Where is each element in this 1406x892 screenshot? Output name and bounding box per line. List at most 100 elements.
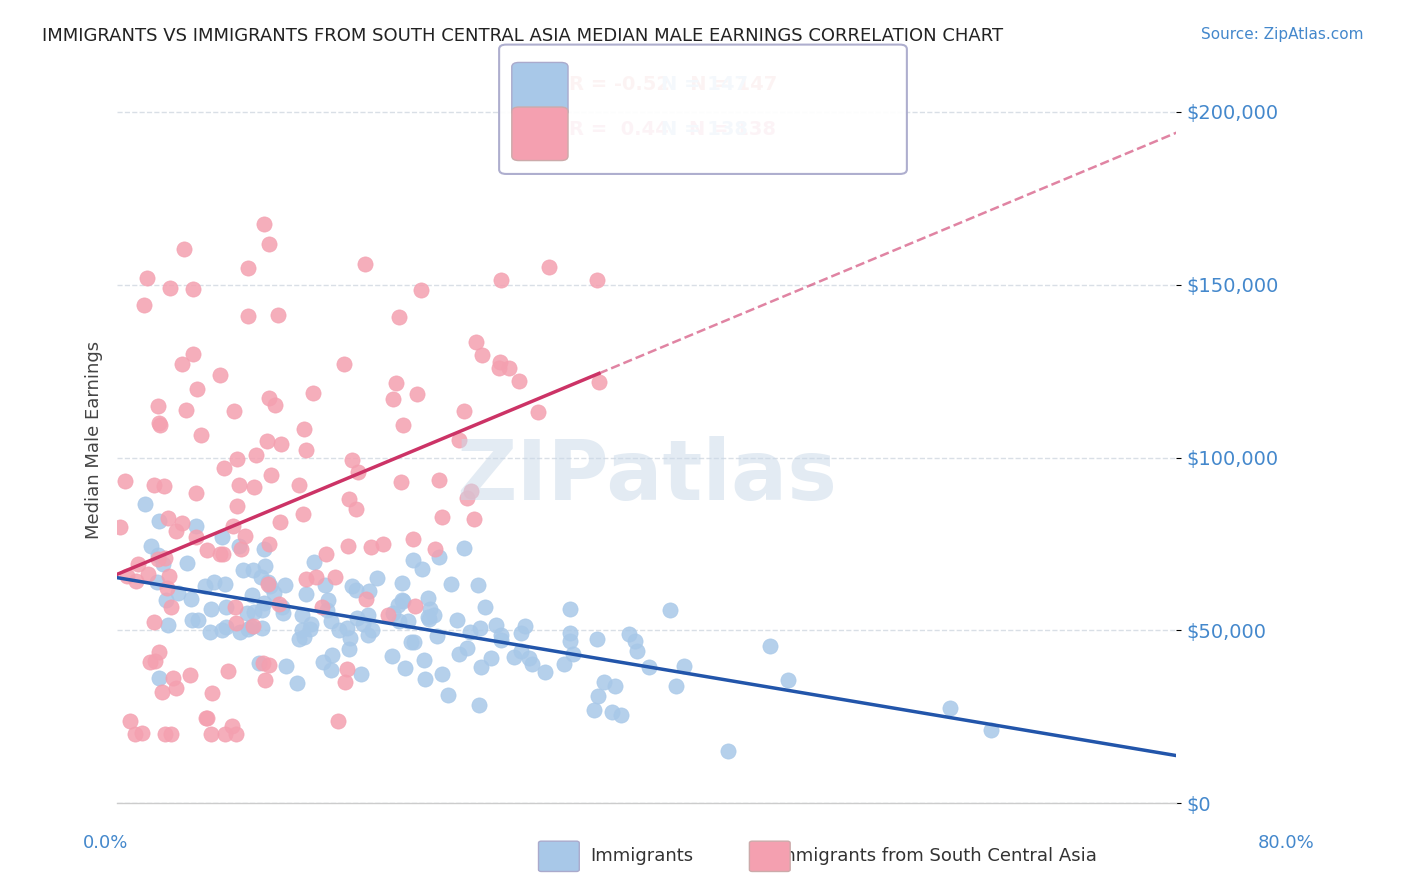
Point: [120, 714, 142, 728]
Point: [437, 688, 460, 702]
Point: [778, 673, 800, 687]
Point: [150, 685, 173, 699]
Point: [136, 271, 159, 285]
Point: [610, 707, 633, 722]
Text: Source: ZipAtlas.com: Source: ZipAtlas.com: [1201, 27, 1364, 42]
Point: [325, 570, 347, 584]
Point: [302, 556, 325, 570]
Point: [228, 539, 250, 553]
Point: [371, 537, 394, 551]
Point: [153, 551, 176, 566]
Point: [125, 574, 148, 588]
Point: [292, 507, 315, 521]
Point: [392, 594, 415, 608]
Point: [229, 624, 252, 639]
Point: [190, 428, 212, 442]
Point: [156, 581, 179, 595]
Point: [250, 602, 273, 616]
Point: [253, 673, 276, 687]
Text: Immigrants: Immigrants: [591, 847, 693, 865]
Point: [209, 368, 232, 382]
Point: [184, 519, 207, 533]
Point: [340, 579, 363, 593]
Point: [456, 640, 478, 655]
Point: [156, 618, 179, 632]
Point: [328, 623, 350, 637]
Point: [344, 582, 367, 597]
Point: [586, 632, 609, 647]
Point: [299, 622, 322, 636]
Point: [208, 547, 231, 561]
Text: R = -0.52   N = 147: R = -0.52 N = 147: [569, 75, 778, 95]
Point: [173, 242, 195, 256]
Point: [412, 653, 434, 667]
Point: [637, 660, 659, 674]
Point: [664, 679, 686, 693]
Point: [427, 550, 450, 565]
Point: [430, 666, 453, 681]
Point: [242, 480, 264, 494]
Point: [238, 260, 260, 275]
Point: [174, 403, 197, 417]
Point: [211, 547, 233, 561]
Point: [217, 664, 239, 678]
Point: [321, 648, 343, 662]
Point: [503, 650, 526, 665]
Point: [242, 618, 264, 632]
Text: 0.0%: 0.0%: [83, 834, 128, 852]
Point: [659, 603, 682, 617]
Point: [510, 625, 533, 640]
Point: [453, 404, 475, 418]
Point: [419, 602, 441, 616]
Point: [242, 605, 264, 619]
Point: [315, 547, 337, 561]
Point: [347, 466, 370, 480]
Point: [110, 520, 132, 534]
Point: [377, 608, 399, 623]
Point: [181, 282, 204, 296]
Point: [142, 478, 165, 492]
Point: [582, 703, 605, 717]
Point: [132, 298, 155, 312]
Point: [179, 668, 201, 682]
Point: [181, 613, 204, 627]
Point: [195, 711, 218, 725]
Point: [257, 657, 280, 672]
Point: [624, 633, 647, 648]
Point: [155, 593, 177, 607]
Point: [489, 633, 512, 648]
Point: [288, 478, 311, 492]
Point: [193, 579, 215, 593]
Text: R =  0.44   N = 138: R = 0.44 N = 138: [569, 120, 776, 139]
Point: [315, 602, 337, 616]
Point: [488, 361, 510, 376]
Point: [187, 613, 209, 627]
Point: [456, 491, 478, 505]
Point: [485, 617, 508, 632]
Point: [299, 616, 322, 631]
Point: [186, 382, 208, 396]
Point: [593, 675, 616, 690]
Point: [127, 558, 149, 572]
Point: [404, 599, 426, 613]
Point: [336, 621, 359, 635]
Text: N = 138: N = 138: [661, 120, 748, 139]
Point: [224, 404, 246, 418]
Point: [467, 698, 489, 713]
Point: [212, 461, 235, 475]
Point: [180, 592, 202, 607]
Point: [257, 537, 280, 551]
Point: [305, 570, 328, 584]
Point: [263, 586, 285, 600]
Point: [359, 584, 381, 599]
Point: [426, 629, 449, 643]
Point: [446, 613, 468, 627]
Point: [257, 391, 280, 405]
Point: [136, 566, 159, 581]
Point: [148, 645, 170, 659]
Point: [366, 571, 388, 585]
Point: [247, 656, 270, 670]
Point: [260, 468, 283, 483]
Point: [560, 634, 582, 648]
Point: [225, 500, 247, 514]
